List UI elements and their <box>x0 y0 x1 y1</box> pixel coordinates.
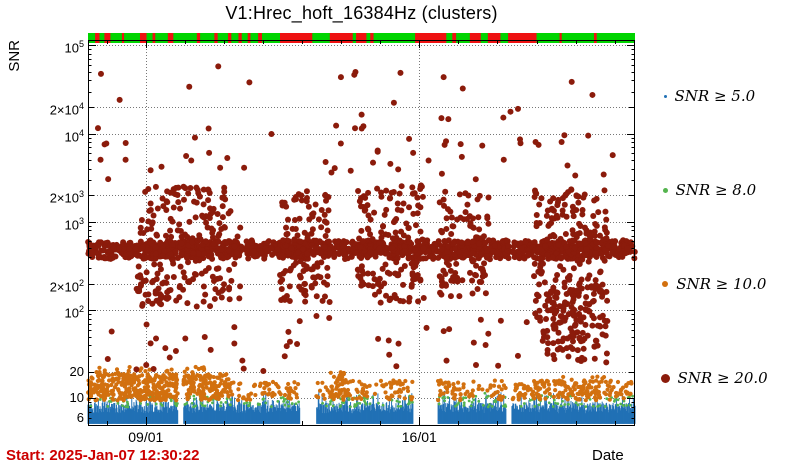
x-tick-label: 16/01 <box>401 429 437 445</box>
legend-marker-snr5-icon <box>663 94 667 98</box>
y-tick-label: 104 <box>64 127 84 144</box>
x-tick-label: 09/01 <box>128 429 164 445</box>
y-tick-label: 10 <box>69 390 84 406</box>
legend-marker-snr10-icon <box>661 280 669 288</box>
legend-item-snr5: SNR ≥ 5.0 <box>655 86 805 106</box>
y-tick-label: 2×103 <box>49 189 84 206</box>
start-timestamp-label: Start: 2025-Jan-07 12:30:22 <box>6 447 200 464</box>
y-tick-label: 2×104 <box>49 101 84 118</box>
y-tick-label: 6 <box>76 410 84 425</box>
y-tick-label: 105 <box>64 39 84 56</box>
y-tick-label: 2×102 <box>49 277 84 294</box>
legend-label-snr8: SNR ≥ 8.0 <box>675 181 757 199</box>
legend: SNR ≥ 5.0 SNR ≥ 8.0 SNR ≥ 10.0 SNR ≥ 20.… <box>655 0 805 472</box>
y-tick-label: 102 <box>64 304 84 321</box>
legend-item-snr8: SNR ≥ 8.0 <box>655 180 805 200</box>
chart-title: V1:Hrec_hoft_16384Hz (clusters) <box>225 3 498 23</box>
legend-label-snr20: SNR ≥ 20.0 <box>677 369 768 387</box>
y-tick-label: 20 <box>69 363 84 379</box>
y-tick-label: 103 <box>64 215 84 233</box>
legend-item-snr10: SNR ≥ 10.0 <box>655 274 805 294</box>
legend-item-snr20: SNR ≥ 20.0 <box>655 368 805 388</box>
legend-marker-snr20-icon <box>660 373 670 383</box>
legend-label-snr5: SNR ≥ 5.0 <box>674 87 756 105</box>
legend-marker-snr8-icon <box>662 187 668 193</box>
legend-label-snr10: SNR ≥ 10.0 <box>676 275 767 293</box>
x-axis-title: Date <box>592 447 624 464</box>
